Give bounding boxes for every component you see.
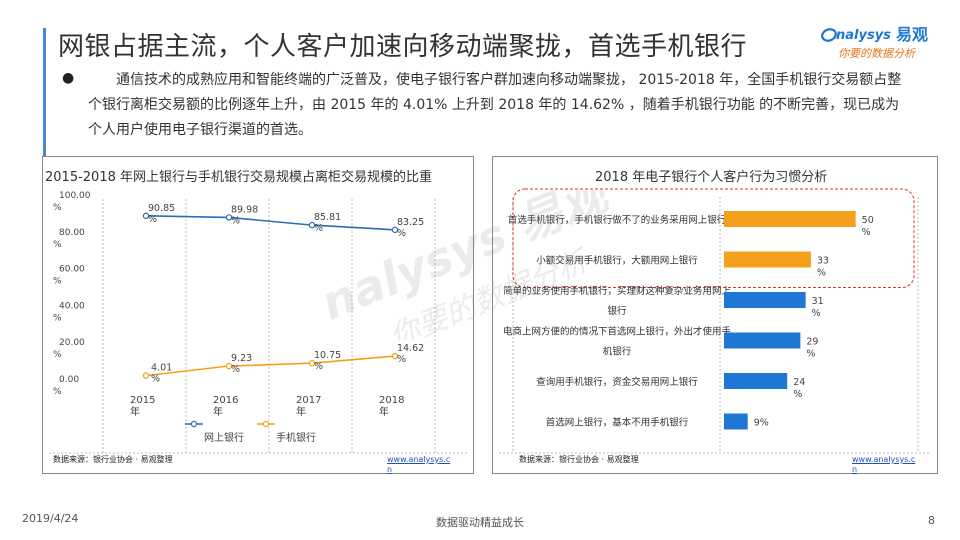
x-tick-label: 2017 年 — [296, 395, 321, 418]
y-tick-label: 40.00% — [53, 301, 85, 323]
data-label: 4.01% — [151, 363, 172, 385]
bar-chart-source-link[interactable]: www.analysys.cn — [852, 455, 916, 474]
page-number: 8 — [928, 514, 935, 527]
data-label: 9.23% — [231, 353, 252, 375]
bar — [724, 332, 801, 349]
data-label: 89.98% — [231, 204, 258, 226]
y-tick-label: 60.00% — [53, 265, 85, 287]
legend-label: 网上银行 — [204, 431, 244, 444]
data-point — [225, 362, 233, 370]
legend-marker — [262, 420, 270, 428]
bar-chart-panel: 2018 年电子银行个人客户行为习惯分析 首选手机银行，手机银行做不了的业务采用… — [492, 156, 938, 474]
bar-chart: 首选手机银行，手机银行做不了的业务采用网上银行 50 % 小额交易用手机银行，大额用网… — [499, 188, 931, 454]
y-tick-label: 100.00% — [53, 191, 91, 213]
series-line-0 — [145, 215, 396, 231]
data-point — [391, 352, 399, 360]
bar-value-label: 33% — [817, 256, 829, 279]
line-chart-source-link[interactable]: www.analysys.cn — [387, 455, 451, 474]
category-label: 查询用手机银行，资金交易用网上银行 — [536, 376, 698, 388]
line-chart-title: 2015-2018 年网上银行与手机银行交易规模占离柜交易规模的比重 — [45, 170, 432, 185]
data-point — [142, 372, 150, 379]
category-label: 小额交易用手机银行，大额用网上银行 — [536, 255, 698, 267]
data-point — [225, 214, 233, 221]
x-tick-label: 2015 年 — [130, 395, 155, 418]
data-label: 10.75% — [314, 350, 341, 372]
bar-chart-title: 2018 年电子银行个人客户行为习惯分析 — [595, 170, 828, 185]
category-label: 简单的业务使用手机银行，买理财这种复杂业务用网上银行 — [503, 285, 732, 317]
y-tick-label: 0.00% — [53, 375, 79, 397]
bar — [724, 413, 748, 430]
bar — [724, 373, 788, 389]
highlight-frame — [512, 188, 915, 288]
bar-value-label: 24% — [793, 377, 805, 400]
bullet-dot: ● — [62, 70, 75, 86]
bar — [724, 251, 811, 268]
line-chart: 100.00 % 80.00 % 60.00 % 40.00 % 20.00 % 0.00 % 2015… — [49, 191, 467, 454]
bar-value-label: 9% — [754, 418, 769, 429]
footer-tagline: 数据驱动精益成长 — [436, 516, 524, 529]
footer-date: 2019/4/24 — [22, 512, 79, 525]
logo-latin: nalysys — [836, 28, 891, 43]
data-label: 90.85% — [148, 203, 175, 225]
x-tick-label: 2018 年 — [379, 395, 404, 418]
slide-title: 网银占据主流，个人客户加速向移动端聚拢，首选手机银行 — [58, 32, 748, 62]
data-label: 85.81% — [314, 212, 341, 234]
y-tick-label: 20.00% — [53, 338, 85, 360]
legend-marker — [190, 420, 198, 428]
bar-value-label: 31% — [812, 296, 824, 319]
y-tick-label: 80.00% — [53, 228, 85, 250]
data-point — [308, 221, 316, 229]
category-label: 电商上网方便的的情况下首选网上银行，外出才使用手机银行 — [503, 326, 732, 358]
line-chart-source: 数据来源：银行业协会 · 易观整理 — [53, 455, 173, 464]
logo-slogan: 你要的数据分析 — [838, 47, 917, 60]
data-label: 14.62% — [397, 343, 424, 365]
bar — [724, 292, 806, 308]
bar-value-label: 29% — [806, 337, 818, 360]
bar — [724, 211, 856, 227]
category-label: 首选手机银行，手机银行做不了的业务采用网上银行 — [508, 214, 727, 226]
bar-chart-source: 数据来源：银行业协会 · 易观整理 — [519, 455, 639, 464]
logo-cn: 易观 — [896, 25, 928, 44]
category-label: 首选网上银行，基本不用手机银行 — [546, 417, 689, 429]
bar-value-label: 50% — [862, 215, 874, 238]
legend-label: 手机银行 — [276, 431, 316, 444]
series-line-1 — [145, 355, 396, 377]
data-point — [391, 226, 399, 234]
summary-paragraph: 通信技术的成熟应用和智能终端的广泛普及，使电子银行客户群加速向移动端聚拢， 20… — [88, 72, 902, 138]
data-point — [308, 360, 316, 367]
data-point — [142, 212, 150, 220]
x-tick-label: 2016 年 — [213, 395, 238, 418]
line-chart-panel: 2015-2018 年网上银行与手机银行交易规模占离柜交易规模的比重 100.0… — [42, 156, 474, 474]
analysys-logo: nalysys 易观 你要的数据分析 — [821, 25, 928, 60]
data-label: 83.25% — [397, 217, 424, 239]
